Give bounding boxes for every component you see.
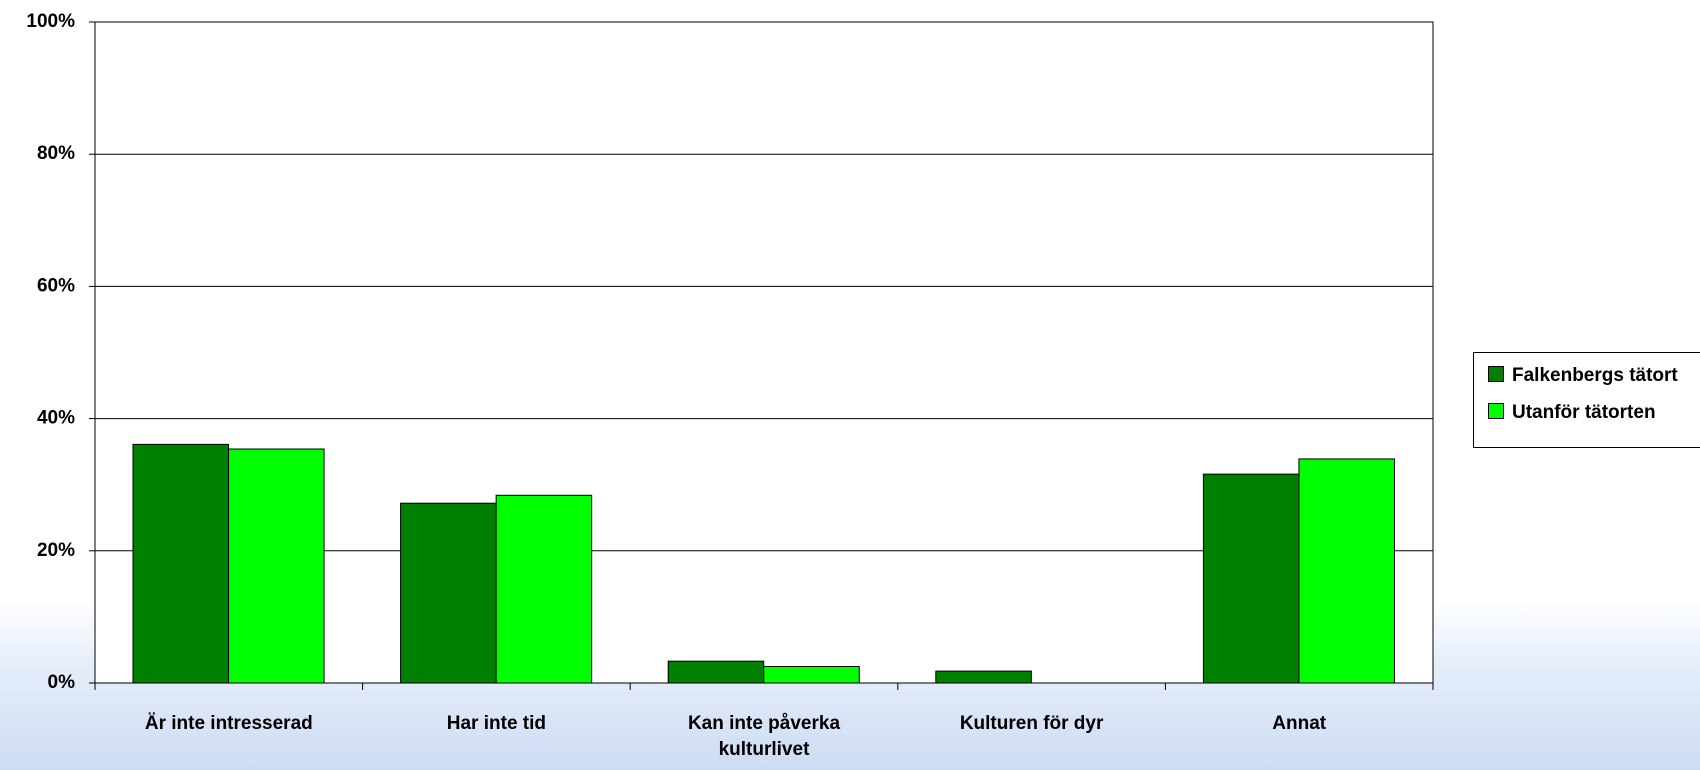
legend-swatch: [1488, 366, 1504, 382]
bar: [1298, 458, 1395, 684]
bar: [935, 670, 1032, 684]
bar: [228, 448, 325, 684]
legend-label: Falkenbergs tätort: [1512, 365, 1678, 386]
bar: [667, 660, 765, 684]
x-tick-label: Har inte tid: [446, 713, 546, 734]
y-tick-label: 40%: [37, 408, 75, 429]
bar: [763, 665, 860, 684]
bar: [400, 502, 497, 684]
bar: [132, 443, 230, 684]
y-tick-label: 60%: [37, 275, 75, 296]
x-tick-label: Kan inte påverka kulturlivet: [687, 713, 841, 760]
y-tick-label: 100%: [26, 11, 75, 32]
legend-item: Utanför tätorten: [1488, 402, 1656, 424]
x-tick-label: Är inte intresserad: [144, 713, 313, 734]
bar: [1202, 473, 1300, 684]
x-tick-label: Kulturen för dyr: [959, 713, 1104, 734]
bar: [495, 494, 593, 684]
legend-label: Utanför tätorten: [1512, 402, 1656, 423]
legend-item: Falkenbergs tätort: [1488, 365, 1678, 387]
y-tick-label: 80%: [37, 143, 75, 164]
y-tick-label: 0%: [48, 672, 76, 693]
y-tick-label: 20%: [37, 540, 75, 561]
legend-swatch: [1488, 403, 1504, 419]
legend: Falkenbergs tätort Utanför tätorten: [1473, 352, 1700, 448]
x-tick-label: Annat: [1272, 713, 1327, 734]
